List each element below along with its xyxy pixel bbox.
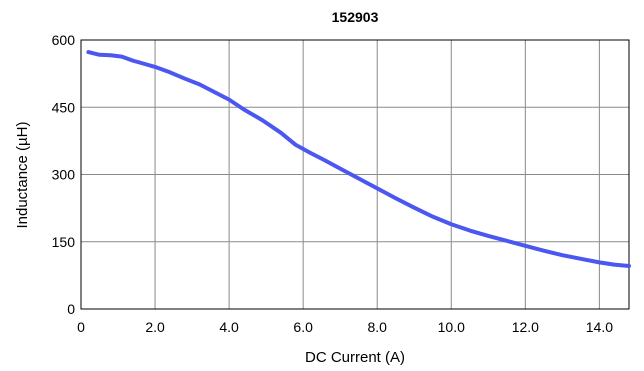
x-axis-ticks: 0 2.0 4.0 6.0 8.0 10.0 12.0 14.0 xyxy=(77,319,613,335)
x-tick-label: 8.0 xyxy=(367,319,387,335)
y-tick-label: 0 xyxy=(67,301,75,317)
x-tick-label: 0 xyxy=(77,319,85,335)
x-tick-label: 2.0 xyxy=(145,319,165,335)
plot-area xyxy=(80,39,630,310)
y-tick-label: 600 xyxy=(52,32,76,48)
inductance-series-line xyxy=(86,50,631,268)
x-tick-label: 4.0 xyxy=(219,319,239,335)
x-tick-label: 12.0 xyxy=(512,319,539,335)
chart-title: 152903 xyxy=(332,9,379,25)
x-axis-title: DC Current (A) xyxy=(305,349,405,366)
y-tick-label: 150 xyxy=(52,234,76,250)
x-tick-label: 10.0 xyxy=(438,319,465,335)
x-tick-label: 14.0 xyxy=(586,319,613,335)
series-layer xyxy=(86,50,631,268)
y-axis-ticks: 0 150 300 450 600 xyxy=(52,32,76,317)
y-tick-label: 450 xyxy=(52,99,76,115)
x-tick-label: 6.0 xyxy=(293,319,313,335)
y-axis-title: Inductance (µH) xyxy=(14,121,31,228)
y-tick-label: 300 xyxy=(52,167,76,183)
